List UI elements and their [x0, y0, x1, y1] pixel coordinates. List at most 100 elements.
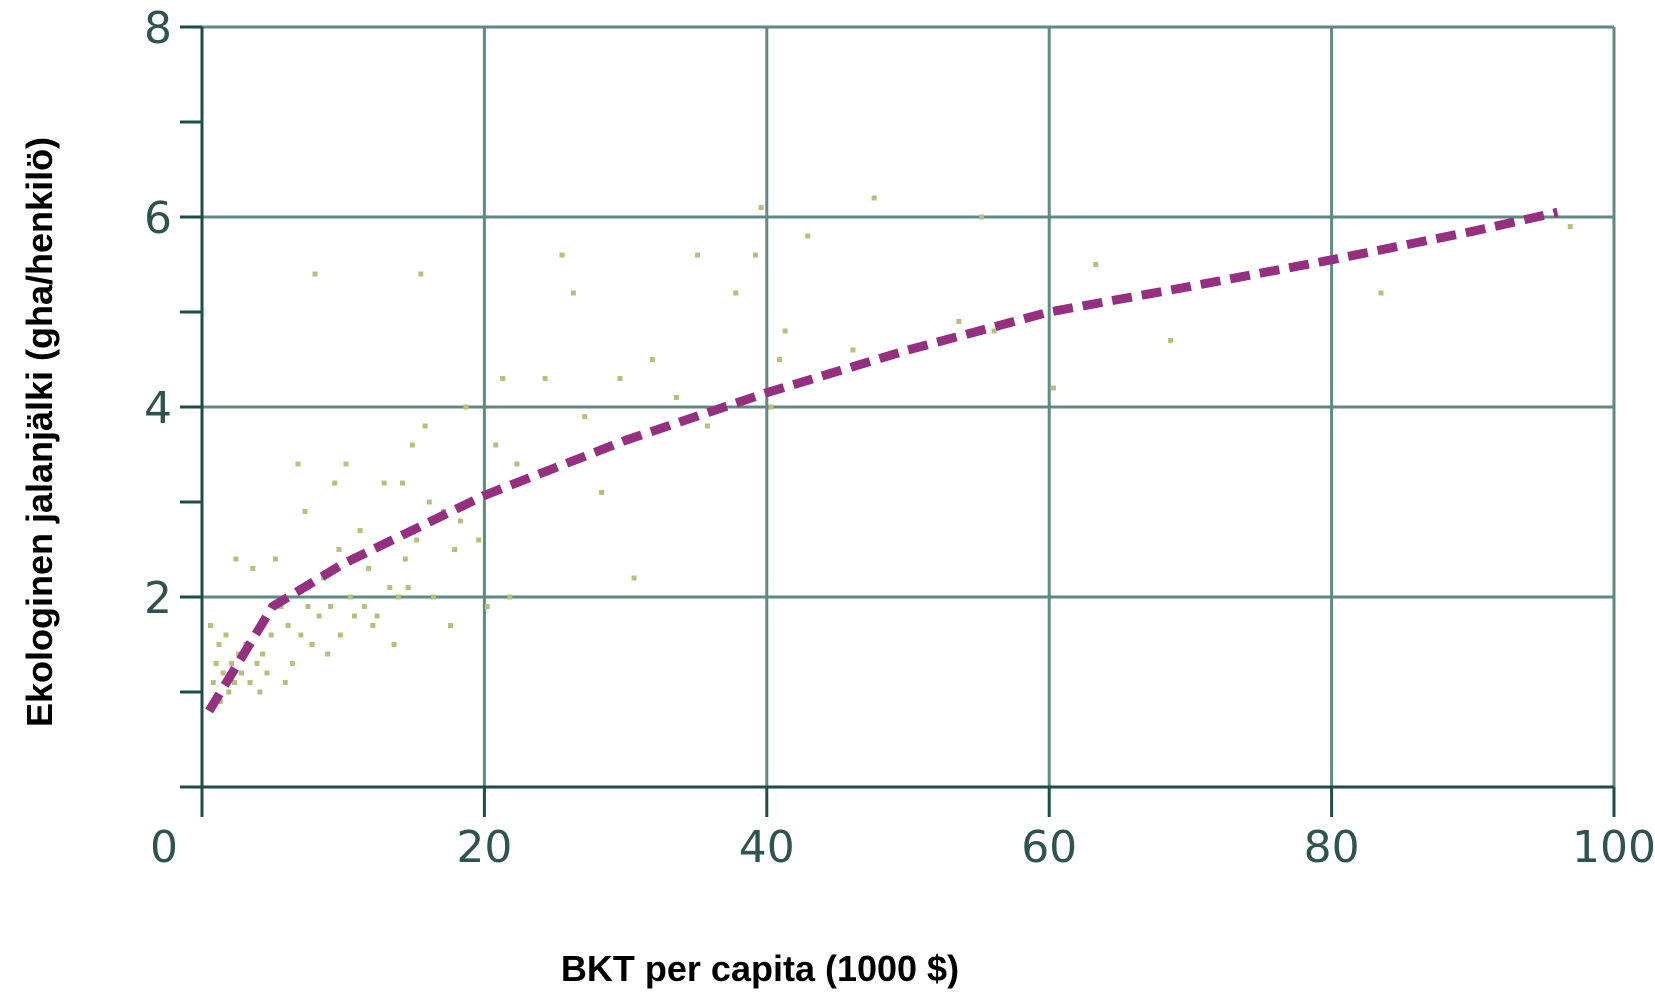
- data-points: [207, 195, 1573, 704]
- data-point: [233, 556, 239, 562]
- x-axis-title: BKT per capita (1000 $): [561, 948, 959, 989]
- data-point: [414, 537, 420, 543]
- data-point: [559, 252, 565, 258]
- data-point: [332, 480, 338, 486]
- y-tick-label: 2: [144, 573, 172, 624]
- data-point: [1567, 224, 1573, 229]
- data-point: [1378, 290, 1384, 296]
- data-point: [289, 661, 295, 666]
- data-point: [374, 613, 380, 619]
- data-point: [704, 423, 710, 429]
- data-point: [247, 680, 253, 685]
- data-point: [285, 623, 291, 628]
- data-point: [542, 376, 548, 381]
- data-point: [250, 566, 256, 571]
- data-point: [254, 661, 260, 666]
- data-point: [673, 395, 679, 400]
- data-point: [422, 423, 428, 429]
- data-point: [582, 414, 588, 419]
- data-point: [302, 509, 308, 514]
- y-tick-label: 4: [144, 383, 172, 434]
- trend-line: [205, 207, 1559, 714]
- data-point: [956, 319, 962, 324]
- data-point: [295, 461, 301, 467]
- data-point: [426, 499, 432, 505]
- data-point: [223, 632, 229, 638]
- data-point: [753, 252, 759, 258]
- data-point: [617, 376, 623, 381]
- data-point: [1050, 385, 1056, 391]
- data-point: [282, 680, 288, 685]
- data-point: [1093, 262, 1099, 267]
- data-point: [370, 623, 376, 628]
- data-point: [316, 613, 322, 619]
- data-point: [325, 651, 331, 657]
- data-point: [327, 604, 333, 609]
- data-point: [391, 642, 397, 647]
- data-point: [264, 670, 270, 676]
- data-point: [387, 585, 393, 590]
- data-point: [484, 604, 490, 609]
- data-point: [418, 271, 424, 277]
- data-point: [500, 376, 506, 381]
- data-point: [805, 233, 811, 239]
- data-point: [260, 651, 266, 657]
- data-point: [309, 642, 315, 647]
- data-point: [599, 490, 605, 495]
- x-tick-labels: 0 20 40 60 80 100: [150, 822, 1655, 873]
- data-point: [239, 670, 245, 676]
- data-point: [298, 632, 304, 638]
- data-point: [493, 442, 499, 448]
- data-point: [733, 290, 739, 296]
- data-point: [476, 537, 482, 543]
- x-tick-label: 100: [1572, 822, 1655, 873]
- data-point: [216, 642, 222, 647]
- data-point: [400, 480, 406, 486]
- data-point: [210, 680, 216, 685]
- data-point: [268, 632, 274, 638]
- data-point: [207, 623, 213, 628]
- data-point: [782, 328, 788, 334]
- x-tick-label: 60: [1021, 822, 1077, 873]
- data-point: [257, 689, 263, 695]
- data-point: [226, 689, 232, 695]
- data-point: [381, 480, 387, 486]
- y-tick-label: 6: [144, 193, 172, 244]
- data-point: [514, 461, 520, 467]
- data-point: [991, 328, 997, 334]
- data-point: [402, 556, 408, 562]
- data-point: [217, 699, 223, 704]
- data-point: [220, 670, 226, 676]
- data-point: [357, 528, 363, 533]
- data-point: [336, 547, 342, 552]
- x-tick-label: 0: [150, 822, 178, 873]
- data-point: [457, 518, 463, 524]
- data-point: [768, 404, 774, 410]
- data-point: [1168, 338, 1174, 343]
- data-point: [231, 680, 237, 685]
- data-point: [649, 357, 655, 362]
- data-point: [361, 604, 367, 609]
- x-tick-label: 40: [739, 822, 795, 873]
- data-point: [337, 632, 343, 638]
- data-point: [631, 575, 637, 581]
- x-tick-label: 20: [456, 822, 512, 873]
- data-point: [405, 585, 411, 590]
- y-tick-label: 8: [144, 3, 172, 54]
- data-point: [305, 604, 311, 609]
- data-point: [229, 661, 235, 666]
- data-point: [850, 347, 856, 353]
- grid-lines: [202, 25, 1616, 787]
- data-point: [409, 442, 415, 448]
- data-point: [272, 556, 278, 562]
- data-point: [351, 613, 357, 619]
- y-axis-title: Ekologinen jalanjälki (gha/henkilö): [19, 137, 60, 727]
- data-point: [570, 290, 576, 296]
- data-point: [448, 623, 454, 628]
- data-point: [431, 594, 437, 600]
- data-point: [978, 214, 984, 220]
- data-point: [507, 594, 513, 600]
- data-point: [347, 594, 353, 600]
- data-point: [312, 271, 318, 277]
